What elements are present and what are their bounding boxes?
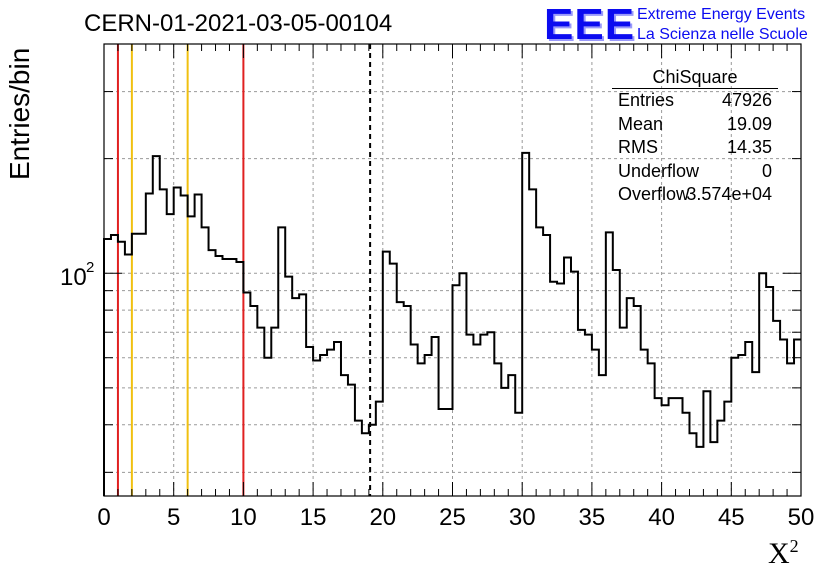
x-tick-label: 40 xyxy=(648,504,675,531)
x-tick-label: 30 xyxy=(509,504,536,531)
stats-rms-label: RMS xyxy=(618,137,658,157)
x-tick-label: 5 xyxy=(167,504,180,531)
x-axis-label-base: X xyxy=(768,537,790,570)
stats-overflow-label: Overflow xyxy=(618,184,690,204)
x-tick-label: 0 xyxy=(97,504,110,531)
x-tick-label: 10 xyxy=(230,504,257,531)
stats-row-mean: Mean 19.09 xyxy=(612,113,778,137)
y-tick-label-exponent: 2 xyxy=(86,259,94,276)
x-axis-label-sup: 2 xyxy=(789,536,799,556)
y-tick-label: 10 xyxy=(60,264,87,291)
stats-mean-value: 19.09 xyxy=(726,113,772,134)
histogram-step-line xyxy=(103,151,801,496)
x-tick-label: 25 xyxy=(439,504,466,531)
stats-row-underflow: Underflow 0 xyxy=(612,160,778,184)
logo-line-2: La Scienza nelle Scuole xyxy=(637,26,808,43)
x-tick-label: 15 xyxy=(300,504,327,531)
stats-row-entries: Entries 47926 xyxy=(612,89,778,113)
chart-title: CERN-01-2021-03-05-00104 xyxy=(84,10,393,37)
logo-line-1: Extreme Energy Events xyxy=(637,6,806,23)
eee-logo: EEE xyxy=(544,0,636,49)
stats-mean-label: Mean xyxy=(618,113,664,134)
stats-row-rms: RMS 14.35 xyxy=(612,136,778,160)
stats-underflow-label: Underflow xyxy=(618,160,700,181)
y-axis-label: Entries/bin xyxy=(4,47,35,180)
stats-title: ChiSquare xyxy=(612,66,778,89)
x-tick-label: 20 xyxy=(369,504,396,531)
stats-entries-label: Entries xyxy=(618,90,675,110)
stats-underflow-value: 0 xyxy=(761,160,772,181)
stats-entries-value: 47926 xyxy=(721,90,772,110)
x-tick-label: 35 xyxy=(579,504,606,531)
stats-overflow-value: 3.574e+04 xyxy=(686,184,772,204)
stats-box: ChiSquare Entries 47926 Mean 19.09 RMS 1… xyxy=(612,66,778,207)
stats-rms-value: 14.35 xyxy=(726,137,772,157)
x-axis-label: X2 xyxy=(768,536,799,571)
x-tick-label: 50 xyxy=(788,504,815,531)
x-tick-label: 45 xyxy=(718,504,745,531)
axes xyxy=(103,43,802,497)
stats-row-overflow: Overflow 3.574e+04 xyxy=(612,183,778,207)
